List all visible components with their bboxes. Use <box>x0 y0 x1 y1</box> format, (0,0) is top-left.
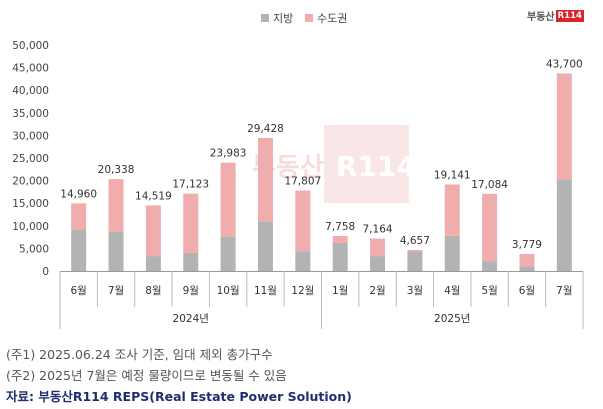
bar-segment <box>257 221 273 271</box>
bar-segment <box>407 249 423 252</box>
data-label: 17,807 <box>284 176 321 188</box>
data-label: 14,960 <box>60 188 97 200</box>
legend-label-capital: 수도권 <box>317 12 347 25</box>
bar-segment <box>145 205 161 257</box>
x-tick-label: 5월 <box>481 285 497 297</box>
watermark-box-text: R114 <box>336 150 416 183</box>
x-tick-label: 6월 <box>519 285 535 297</box>
data-label: 3,779 <box>512 239 542 251</box>
footnote-2: (주2) 2025년 7월은 예정 물량이므로 변동될 수 있음 <box>6 368 287 383</box>
bar-segment <box>183 252 199 271</box>
x-tick-label: 7월 <box>556 285 572 297</box>
y-tick-label: 15,000 <box>12 198 49 210</box>
x-tick-label: 9월 <box>183 285 199 297</box>
y-tick-label: 0 <box>42 266 49 278</box>
bar-segment <box>71 229 87 271</box>
legend-swatch-capital <box>305 14 313 22</box>
x-tick-label: 12월 <box>291 285 314 297</box>
stacked-bar-chart: 부동산 R114 지방 수도권 0 5,000 10,000 15,000 20,000… <box>12 12 584 329</box>
data-label: 17,123 <box>172 179 209 191</box>
group-label: 2024년 <box>173 313 209 325</box>
bar-segment <box>332 235 348 243</box>
source-credit: 자료: 부동산R114 REPS(Real Estate Power Solut… <box>6 389 352 404</box>
group-label: 2025년 <box>434 313 470 325</box>
brand-logo: 부동산 R114 <box>527 8 584 23</box>
data-label: 23,983 <box>210 148 247 160</box>
bar-segment <box>444 235 460 271</box>
bar-segment <box>556 73 572 180</box>
x-tick-label: 2월 <box>369 285 385 297</box>
data-label: 43,700 <box>546 58 583 70</box>
legend: 지방 수도권 <box>261 12 347 25</box>
data-label: 7,758 <box>325 221 355 233</box>
x-tick-label: 6월 <box>71 285 87 297</box>
y-tick-label: 30,000 <box>12 130 49 142</box>
data-label: 7,164 <box>363 224 393 236</box>
y-tick-label: 40,000 <box>12 85 49 97</box>
bar-segment <box>108 179 124 232</box>
bar-segment <box>332 242 348 271</box>
x-tick-label: 10월 <box>217 285 240 297</box>
chart: 부동산 R114 지방 수도권 0 5,000 10,000 15,000 20,000… <box>12 12 584 329</box>
data-label: 14,519 <box>135 190 172 202</box>
footnotes: (주1) 2025.06.24 조사 기준, 임대 제외 총가구수 (주2) 2… <box>6 344 596 407</box>
x-tick-label: 3월 <box>407 285 423 297</box>
data-label: 29,428 <box>247 123 284 135</box>
bar-segment <box>71 203 87 230</box>
bar-segment <box>257 137 273 222</box>
bar-segment <box>407 251 423 271</box>
bar-segment <box>444 184 460 236</box>
bar-segment <box>556 179 572 271</box>
brand-logo-box: R114 <box>555 9 584 22</box>
data-label: 4,657 <box>400 235 430 247</box>
bar-segment <box>295 190 311 252</box>
data-label: 19,141 <box>434 169 471 181</box>
bar-segment <box>183 193 199 253</box>
brand-logo-text: 부동산 <box>527 12 555 23</box>
y-tick-label: 25,000 <box>12 153 49 165</box>
bar-segment <box>519 266 535 271</box>
bar-segment <box>108 231 124 271</box>
y-axis: 0 5,000 10,000 15,000 20,000 25,000 30,000 35,0… <box>12 40 49 278</box>
x-tick-label: 8월 <box>145 285 161 297</box>
legend-swatch-region <box>261 14 269 22</box>
bar-segment <box>295 251 311 271</box>
bar-segment <box>482 261 498 271</box>
data-label: 17,084 <box>471 179 508 191</box>
x-tick-label: 11월 <box>254 285 277 297</box>
y-tick-label: 45,000 <box>12 63 49 75</box>
x-tick-label: 1월 <box>332 285 348 297</box>
watermark-box <box>324 125 409 203</box>
x-axis: 6월 7월 8월 9월 10월 11월 12월 1월 2월 3월 4월 5월 6월 7월 2024년 2025… <box>59 271 584 329</box>
x-tick-label: 7월 <box>108 285 124 297</box>
bar-segment <box>370 256 386 271</box>
bar-segment <box>519 253 535 267</box>
footnote-1: (주1) 2025.06.24 조사 기준, 임대 제외 총가구수 <box>6 347 273 362</box>
data-label: 20,338 <box>98 164 135 176</box>
y-tick-label: 20,000 <box>12 176 49 188</box>
bar-segment <box>145 256 161 271</box>
bar-segment <box>220 162 236 237</box>
watermark: 부동산 R114 <box>252 125 416 203</box>
y-tick-label: 5,000 <box>19 243 49 255</box>
y-tick-label: 10,000 <box>12 221 49 233</box>
y-tick-label: 35,000 <box>12 108 49 120</box>
bar-segment <box>370 238 386 257</box>
bar-segment <box>220 236 236 271</box>
legend-label-region: 지방 <box>273 12 293 25</box>
y-tick-label: 50,000 <box>12 40 49 52</box>
x-tick-label: 4월 <box>444 285 460 297</box>
bar-segment <box>482 193 498 262</box>
